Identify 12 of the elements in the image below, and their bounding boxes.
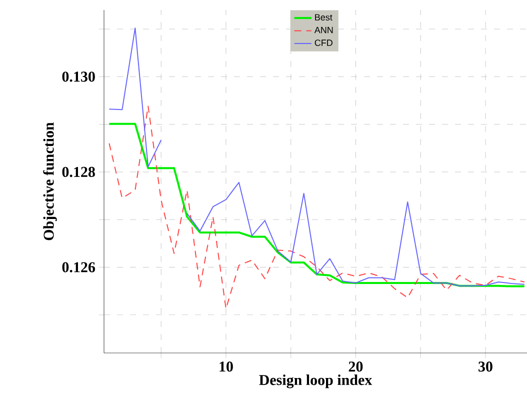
- y-tick-label: 0.130: [62, 72, 95, 82]
- x-tick-label: 20: [348, 362, 363, 372]
- y-tick-label: 0.128: [62, 166, 95, 178]
- legend-label: ANN: [314, 26, 333, 34]
- y-tick-label: 0.126: [62, 262, 96, 272]
- line-series: [108, 106, 525, 310]
- legend-label: Best: [315, 14, 332, 20]
- x-tick-label: 30: [478, 362, 492, 372]
- y-axis-title: Objective function: [43, 122, 57, 240]
- legend-label: CFD: [314, 40, 332, 46]
- x-tick-label: 10: [220, 362, 233, 372]
- x-axis-title: Design loop index: [259, 374, 372, 388]
